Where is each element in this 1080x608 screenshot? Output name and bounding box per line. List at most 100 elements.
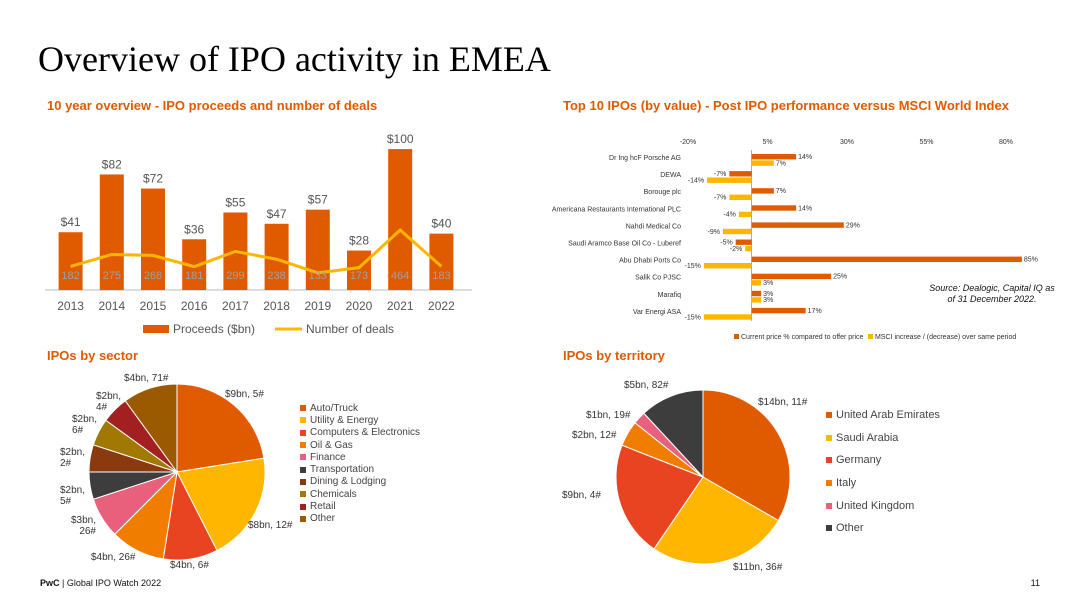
current-price-label: 29% bbox=[846, 222, 860, 229]
bar-current-price bbox=[751, 205, 797, 211]
msci-label: -15% bbox=[685, 263, 701, 270]
pie-data-label-line: $3bn, bbox=[71, 515, 96, 526]
legend-item: Computers & Electronics bbox=[300, 427, 420, 439]
pie-data-label: $2bn, 4# bbox=[96, 391, 121, 413]
sector-pie-chart: $9bn, 5#$8bn, 12#$4bn, 6#$4bn, 26#$3bn, 2… bbox=[60, 373, 293, 571]
legend-swatch-proceeds bbox=[143, 325, 169, 333]
pie-data-label-line: 2# bbox=[60, 458, 72, 469]
legend-item: Finance bbox=[300, 451, 420, 463]
x-tick-label: 5% bbox=[762, 139, 772, 146]
pie-data-label-line: 4# bbox=[96, 402, 108, 413]
x-tick-label: 30% bbox=[840, 139, 854, 146]
bar-value-label: $100 bbox=[387, 132, 414, 146]
deals-value-label: 173 bbox=[350, 270, 368, 282]
x-tick-label: 2016 bbox=[181, 299, 208, 313]
x-tick-label: 2020 bbox=[346, 299, 373, 313]
bar-value-label: $36 bbox=[184, 222, 204, 236]
bar-msci bbox=[751, 280, 762, 286]
pie-data-label: $4bn, 26# bbox=[91, 552, 136, 563]
bar-msci bbox=[738, 211, 752, 218]
legend-label: United Arab Emirates bbox=[836, 409, 940, 422]
x-tick-label: 2021 bbox=[387, 299, 414, 313]
bar-value-label: $47 bbox=[267, 207, 287, 221]
page-number: 11 bbox=[1030, 578, 1040, 588]
pie-data-label-line: $2bn, bbox=[72, 414, 97, 425]
legend-label: United Kingdom bbox=[836, 499, 915, 512]
category-label: Dr Ing hcF Porsche AG bbox=[609, 155, 681, 162]
deals-value-label: 133 bbox=[309, 270, 327, 282]
legend-label-deals: Number of deals bbox=[306, 322, 394, 336]
bar-msci bbox=[751, 297, 762, 303]
current-price-label: 14% bbox=[798, 154, 812, 161]
current-price-label: -5% bbox=[720, 240, 732, 247]
legend-item: Saudi Arabia bbox=[826, 427, 940, 450]
legend-item: Germany bbox=[826, 449, 940, 472]
territory-chart-title: IPOs by territory bbox=[563, 348, 665, 363]
sector-legend: Auto/Truck Utility & Energy Computers & El… bbox=[300, 402, 420, 525]
bar-value-label: $40 bbox=[431, 217, 451, 231]
legend-label: Saudi Arabia bbox=[836, 431, 899, 444]
legend-label: Transportation bbox=[310, 464, 375, 476]
legend-swatch bbox=[300, 454, 306, 461]
current-price-label: 85% bbox=[1024, 257, 1038, 264]
current-price-label: 3% bbox=[763, 291, 773, 298]
legend-label: Chemicals bbox=[310, 488, 357, 500]
sector-chart-title: IPOs by sector bbox=[47, 348, 139, 363]
bar-current-price bbox=[751, 307, 806, 314]
bar-proceeds bbox=[429, 233, 454, 290]
overview-chart-title: 10 year overview - IPO proceeds and numb… bbox=[47, 98, 378, 113]
legend-label-current-price: Current price % compared to offer price bbox=[741, 334, 864, 341]
bar-msci bbox=[703, 314, 752, 320]
legend-swatch bbox=[300, 515, 306, 522]
legend-item: Utility & Energy bbox=[300, 414, 420, 426]
deals-value-label: 181 bbox=[185, 270, 203, 282]
bar-msci bbox=[729, 194, 752, 200]
legend-label: Other bbox=[836, 522, 864, 535]
legend-swatch bbox=[826, 434, 832, 441]
pie-data-label-line: $2bn, bbox=[60, 485, 85, 496]
current-price-label: 7% bbox=[776, 188, 786, 195]
deals-line bbox=[70, 228, 443, 275]
x-tick-label: 2014 bbox=[98, 299, 125, 313]
msci-label: -15% bbox=[685, 314, 701, 321]
pie-data-label-line: $2bn, bbox=[60, 447, 85, 458]
footer: PwC | Global IPO Watch 2022 bbox=[40, 578, 162, 588]
deals-value-label: 464 bbox=[391, 270, 409, 282]
legend-item: Retail bbox=[300, 500, 420, 512]
page-title: Overview of IPO activity in EMEA bbox=[38, 39, 551, 79]
current-price-label: 17% bbox=[808, 308, 822, 315]
pie-data-label: $11bn, 36# bbox=[733, 562, 783, 573]
legend-label: Italy bbox=[836, 477, 857, 490]
legend-swatch bbox=[300, 491, 306, 498]
legend-swatch bbox=[826, 502, 832, 509]
msci-label: -2% bbox=[730, 246, 742, 253]
territory-pie-chart: $14bn, 11# $11bn, 36# $9bn, 4# $2bn, 12# $1b… bbox=[562, 380, 808, 573]
legend-swatch bbox=[300, 405, 306, 412]
bar-msci bbox=[703, 263, 752, 269]
pie-slice bbox=[653, 476, 780, 565]
pie-slice bbox=[702, 389, 791, 522]
legend-label: Retail bbox=[310, 501, 336, 513]
pie-data-label: $3bn, 26# bbox=[71, 515, 96, 537]
bar-current-price bbox=[751, 290, 762, 297]
legend-label-msci: MSCI increase / (decrease) over same per… bbox=[875, 334, 1016, 341]
top10-performance-chart: -20% 5% 30% 55% 80% Dr Ing hcF Porsche AG 14% 7… bbox=[552, 139, 1038, 341]
legend-swatch bbox=[826, 457, 832, 464]
legend-item: Transportation bbox=[300, 463, 420, 475]
legend-label: Utility & Energy bbox=[310, 414, 379, 426]
legend-swatch-current-price bbox=[734, 334, 739, 339]
legend-label: Oil & Gas bbox=[310, 439, 353, 451]
legend-item: Chemicals bbox=[300, 488, 420, 500]
pie-data-label: $2bn, 2# bbox=[60, 447, 85, 469]
bar-current-price bbox=[751, 188, 774, 194]
bar-value-label: $41 bbox=[61, 215, 81, 229]
legend-swatch bbox=[300, 417, 306, 424]
legend-swatch-msci bbox=[868, 334, 873, 339]
deals-value-label: 299 bbox=[226, 270, 244, 282]
legend-swatch bbox=[826, 525, 832, 532]
bar-msci bbox=[751, 160, 774, 166]
pie-data-label: $4bn, 71# bbox=[124, 373, 169, 384]
pie-data-label: $2bn, 6# bbox=[72, 414, 97, 436]
x-tick-label: 55% bbox=[919, 139, 933, 146]
legend-label: Finance bbox=[310, 451, 346, 463]
